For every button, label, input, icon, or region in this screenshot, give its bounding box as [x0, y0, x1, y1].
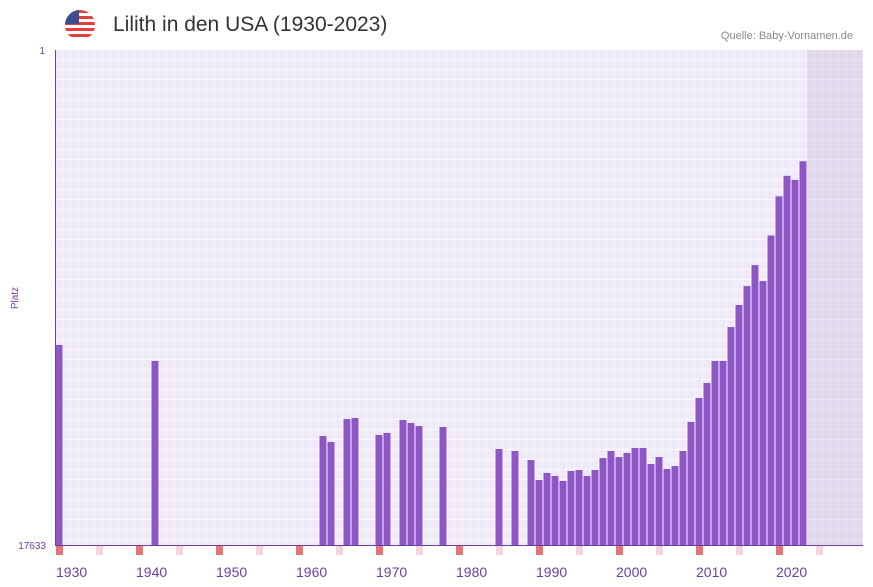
half-decade-marker [736, 546, 743, 555]
bar-2003[interactable] [639, 447, 647, 545]
bar-1989[interactable] [527, 460, 535, 545]
x-tick-label: 2000 [616, 564, 647, 580]
chart-title: Lilith in den USA (1930-2023) [113, 13, 388, 36]
bar-2023[interactable] [799, 161, 807, 545]
bar-2017[interactable] [751, 265, 759, 545]
half-decade-marker [576, 546, 583, 555]
decade-marker [216, 546, 223, 555]
y-axis-label: Platz [10, 287, 21, 309]
bar-1971[interactable] [383, 432, 391, 545]
bar-1991[interactable] [543, 472, 551, 545]
half-decade-marker [656, 546, 663, 555]
half-decade-marker [96, 546, 103, 555]
bar-1963[interactable] [319, 435, 327, 545]
x-tick-label: 1930 [56, 564, 87, 580]
bar-1987[interactable] [511, 451, 519, 545]
y-tick-label-top: 1 [39, 46, 45, 57]
decade-marker [136, 546, 143, 555]
bar-2020[interactable] [775, 196, 783, 546]
x-tick-label: 2020 [776, 564, 807, 580]
bar-2002[interactable] [631, 447, 639, 545]
bar-2011[interactable] [703, 382, 711, 545]
half-decade-marker [176, 546, 183, 555]
bar-1978[interactable] [439, 426, 447, 545]
bar-1996[interactable] [583, 475, 591, 545]
bar-2007[interactable] [671, 465, 679, 545]
half-decade-marker [496, 546, 503, 555]
bar-2010[interactable] [695, 398, 703, 545]
bar-1998[interactable] [599, 458, 607, 545]
bar-1990[interactable] [535, 479, 543, 545]
decade-marker [776, 546, 783, 555]
x-tick-label: 2010 [696, 564, 727, 580]
x-tick-label: 1970 [376, 564, 407, 580]
bar-1997[interactable] [591, 469, 599, 545]
x-tick-label: 1960 [296, 564, 327, 580]
future-region [807, 50, 863, 545]
decade-marker [376, 546, 383, 555]
decade-marker [536, 546, 543, 555]
bar-2009[interactable] [687, 421, 695, 545]
decade-marker [696, 546, 703, 555]
bar-2000[interactable] [615, 457, 623, 545]
bar-1992[interactable] [551, 475, 559, 545]
bar-1966[interactable] [343, 419, 351, 545]
bar-2021[interactable] [783, 175, 791, 545]
bar-1942[interactable] [151, 360, 159, 545]
bar-2001[interactable] [623, 452, 631, 545]
bar-1967[interactable] [351, 417, 359, 545]
bar-2019[interactable] [767, 235, 775, 545]
x-tick-label: 1940 [136, 564, 167, 580]
bar-1999[interactable] [607, 451, 615, 545]
bar-1975[interactable] [415, 426, 423, 545]
half-decade-marker [256, 546, 263, 555]
bar-2015[interactable] [735, 305, 743, 545]
bar-1993[interactable] [559, 480, 567, 545]
bar-1964[interactable] [327, 441, 335, 545]
bar-1973[interactable] [399, 419, 407, 545]
bar-2004[interactable] [647, 464, 655, 545]
bar-2012[interactable] [711, 360, 719, 545]
bar-2005[interactable] [655, 457, 663, 545]
half-decade-marker [816, 546, 823, 555]
bar-2014[interactable] [727, 327, 735, 545]
y-tick-label-bottom: 17633 [18, 541, 46, 552]
decade-marker [56, 546, 63, 555]
bar-1994[interactable] [567, 470, 575, 545]
bar-2022[interactable] [791, 179, 799, 545]
bar-1974[interactable] [407, 422, 415, 545]
x-tick-label: 1980 [456, 564, 487, 580]
decade-marker [616, 546, 623, 555]
decade-marker [456, 546, 463, 555]
bar-2018[interactable] [759, 281, 767, 545]
half-decade-marker [336, 546, 343, 555]
bar-2008[interactable] [679, 451, 687, 545]
bar-1995[interactable] [575, 469, 583, 545]
bar-2006[interactable] [663, 468, 671, 545]
bar-1985[interactable] [495, 448, 503, 545]
half-decade-marker [416, 546, 423, 555]
x-tick-label: 1990 [536, 564, 567, 580]
us-flag-icon [65, 10, 95, 40]
bar-2013[interactable] [719, 360, 727, 545]
source-credit: Quelle: Baby-Vornamen.de [720, 30, 853, 42]
decade-marker [296, 546, 303, 555]
bar-1930[interactable] [55, 344, 63, 545]
x-tick-label: 1950 [216, 564, 247, 580]
bar-2016[interactable] [743, 286, 751, 545]
bar-1970[interactable] [375, 434, 383, 545]
